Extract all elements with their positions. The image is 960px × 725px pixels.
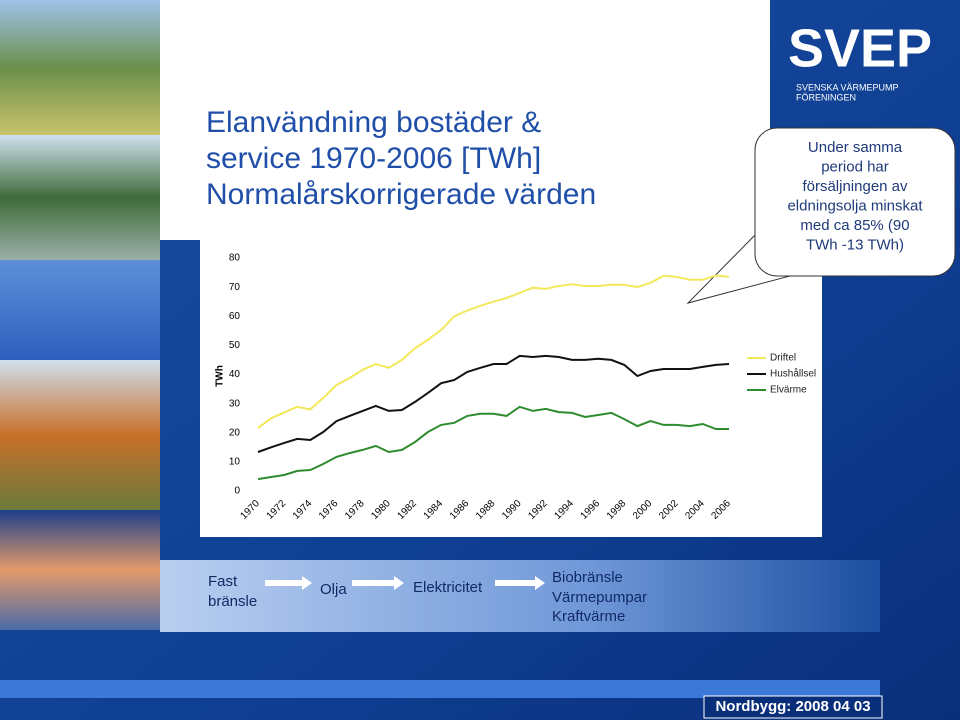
y-tick-label: 80 <box>229 253 241 264</box>
y-tick-label: 0 <box>234 486 240 497</box>
y-tick-label: 70 <box>229 282 241 293</box>
title-area <box>160 0 770 240</box>
flow-text: Kraftvärme <box>552 608 625 625</box>
callout-line: med ca 85% (90 <box>800 217 909 234</box>
photo <box>0 260 160 360</box>
flow-band <box>160 560 880 632</box>
series-line <box>257 354 730 453</box>
flow-text: Elektricitet <box>413 579 483 596</box>
flow-text: Fast <box>208 573 238 590</box>
photo <box>0 510 160 630</box>
callout-line: TWh -13 TWh) <box>806 236 904 253</box>
flow-text: Olja <box>320 581 347 598</box>
photo <box>0 360 160 510</box>
footer-bar <box>0 680 880 698</box>
photo <box>0 0 160 135</box>
flow-text: Värmepumpar <box>552 589 647 606</box>
title-line: service 1970-2006 [TWh] <box>206 142 541 175</box>
photo <box>0 135 160 260</box>
y-tick-label: 30 <box>229 398 241 409</box>
flow-arrow <box>352 576 404 590</box>
y-tick-label: 60 <box>229 311 241 322</box>
title-line: Normalårskorrigerade värden <box>206 178 596 211</box>
callout <box>754 127 956 277</box>
footer: Nordbygg: 2008 04 03 <box>715 698 870 715</box>
y-tick-label: 50 <box>229 340 241 351</box>
series-line <box>257 405 729 481</box>
logo: SVEP <box>788 18 932 78</box>
flow-arrow <box>495 576 545 590</box>
series-line <box>257 274 730 429</box>
flow-text: Biobränsle <box>552 569 623 586</box>
title-line: Elanvändning bostäder & <box>206 106 541 139</box>
logo-sub: SVENSKA VÄRMEPUMP <box>796 82 899 92</box>
legend-label: Elvärme <box>770 385 807 396</box>
callout-line: försäljningen av <box>802 178 908 195</box>
callout-line: eldningsolja minskat <box>787 197 923 214</box>
y-tick-label: 10 <box>229 457 241 468</box>
footer-box <box>703 695 883 719</box>
y-tick-label: 20 <box>229 427 241 438</box>
logo-sub: FÖRENINGEN <box>796 92 856 102</box>
flow-arrow <box>265 576 312 590</box>
callout-line: period har <box>821 158 889 175</box>
legend-label: Driftel <box>770 353 796 364</box>
y-tick-label: 40 <box>229 369 241 380</box>
legend-label: Hushållsel <box>770 368 816 380</box>
y-axis-label: TWh <box>215 365 226 387</box>
callout-line: Under samma <box>808 139 903 156</box>
flow-text: bränsle <box>208 593 257 610</box>
